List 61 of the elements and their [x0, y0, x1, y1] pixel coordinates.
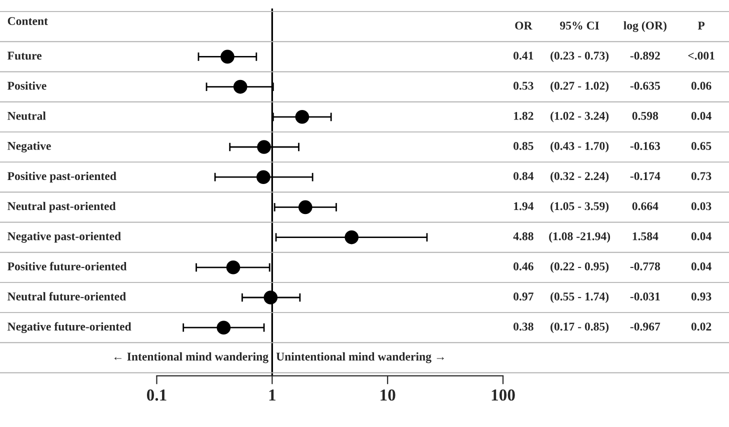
y-tick-label: Negative past-oriented [8, 232, 121, 243]
data-label: 1.94 [514, 202, 534, 210]
text: 0.04 [691, 232, 712, 240]
text: log (OR) [624, 21, 666, 32]
text: 95% CI [560, 22, 599, 30]
text: 0.02 [691, 322, 712, 331]
text: 0.06 [691, 82, 712, 90]
data-label: 1.82 [514, 112, 534, 120]
y-tick-label: Negative [8, 142, 51, 152]
text: (0.17 - 0.85) [550, 322, 609, 333]
text: (0.27 - 1.02) [550, 81, 609, 92]
data-label: 0.53 [514, 82, 534, 90]
y-tick-label: Neutral past-oriented [8, 202, 116, 213]
text: 0.93 [691, 292, 712, 301]
x-tick-label: 0.1 [146, 389, 166, 401]
data-label: 0.38 [514, 322, 534, 331]
text: Unintentional mind wandering → [276, 352, 444, 364]
text: -0.174 [630, 172, 660, 180]
text: 0.03 [691, 202, 712, 210]
text: (0.43 - 1.70) [550, 142, 609, 152]
data-label: 0.84 [514, 172, 534, 180]
text: (1.05 - 3.59) [550, 202, 609, 213]
text: -0.892 [630, 52, 660, 60]
y-tick-label: Positive [7, 81, 46, 90]
y-tick-label: Neutral [8, 112, 46, 120]
text: 0.664 [632, 202, 658, 210]
text: 0.04 [691, 262, 712, 270]
x-tick-label: 100 [492, 389, 515, 401]
data-label: 0.97 [514, 292, 534, 301]
text: (0.55 - 1.74) [550, 292, 609, 303]
text: P [698, 22, 705, 30]
text: OR [515, 22, 532, 30]
text: -0.778 [630, 262, 660, 270]
data-label: 4.88 [513, 232, 534, 240]
text: (1.02 - 3.24) [550, 112, 609, 122]
x-tick-label: 1 [269, 390, 276, 401]
text: Content [8, 17, 48, 26]
x-tick-label: 10 [380, 389, 396, 401]
text: 0.04 [691, 112, 712, 120]
text: -0.635 [630, 82, 660, 90]
text: 1.584 [632, 232, 658, 240]
data-label: 0.85 [514, 142, 534, 150]
text: (0.22 - 0.95) [550, 262, 609, 273]
text: <.001 [688, 52, 714, 60]
data-label: 0.46 [514, 262, 534, 270]
text: ← Intentional mind wandering [114, 352, 268, 364]
text: 0.73 [691, 172, 712, 180]
y-tick-label: Negative future-oriented [8, 322, 132, 334]
text: -0.967 [630, 322, 660, 331]
text: -0.031 [630, 292, 660, 301]
data-label: 0.41 [514, 52, 534, 60]
text: -0.163 [630, 142, 660, 150]
y-tick-label: Positive past-oriented [7, 172, 116, 182]
y-tick-label: Positive future-oriented [7, 262, 127, 270]
text: 0.65 [691, 142, 712, 150]
y-tick-label: Future [7, 52, 42, 60]
text: 0.598 [632, 112, 658, 120]
text: (1.08 -21.94) [549, 232, 610, 243]
y-tick-label: Neutral future-oriented [8, 292, 126, 300]
text: (0.23 - 0.73) [550, 51, 609, 62]
text: (0.32 - 2.24) [550, 172, 609, 182]
